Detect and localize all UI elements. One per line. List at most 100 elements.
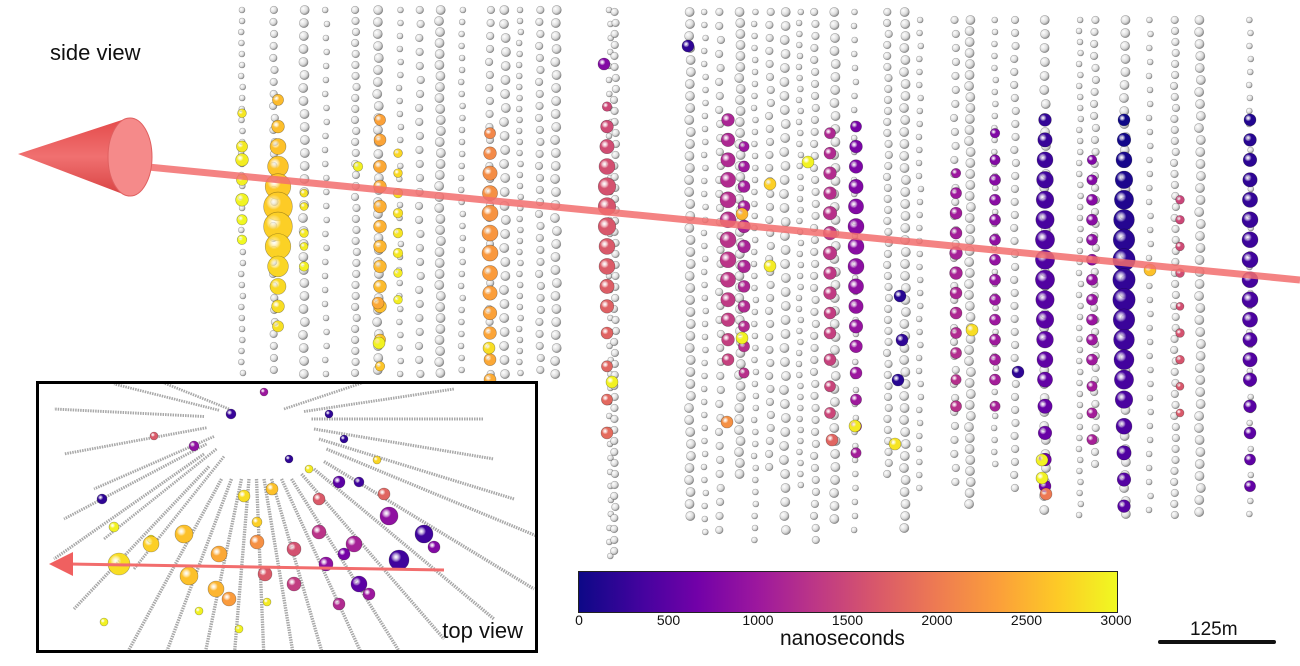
unhit-dom: [1196, 171, 1206, 181]
unhit-dom: [550, 148, 561, 158]
unhit-dom: [735, 359, 746, 369]
unhit-dom: [684, 463, 695, 473]
unhit-dom: [323, 118, 331, 126]
unhit-dom: [765, 163, 774, 173]
unhit-dom: [751, 272, 758, 280]
unhit-dom: [796, 327, 803, 335]
hit-dom: [1086, 213, 1098, 226]
unhit-dom: [951, 29, 960, 39]
unhit-dom: [1090, 27, 1099, 37]
unhit-dom: [238, 226, 245, 234]
unhit-dom: [551, 122, 562, 132]
unhit-dom: [550, 291, 561, 301]
unhit-dom: [611, 326, 621, 336]
unhit-dom: [611, 18, 620, 28]
unhit-dom: [702, 164, 709, 172]
unhit-dom: [811, 487, 821, 497]
unhit-dom: [1195, 183, 1205, 193]
unhit-dom: [239, 292, 247, 300]
hit-dom: [481, 204, 499, 222]
unhit-dom: [550, 57, 561, 67]
hit-dom: [1114, 170, 1134, 189]
unhit-dom: [701, 177, 708, 185]
unhit-dom: [685, 199, 696, 209]
hit-dom: [373, 259, 387, 274]
unhit-dom: [610, 414, 619, 424]
unhit-dom: [685, 235, 696, 245]
unhit-dom: [797, 239, 805, 247]
unhit-dom: [701, 21, 708, 29]
unhit-dom: [1040, 29, 1050, 39]
unhit-dom: [300, 317, 310, 327]
unhit-dom: [765, 20, 774, 30]
unhit-dom: [779, 147, 790, 157]
unhit-dom: [535, 317, 544, 327]
unhit-dom: [884, 227, 893, 237]
unhit-dom: [1011, 405, 1020, 415]
hit-dom: [393, 168, 403, 178]
unhit-dom: [517, 314, 525, 322]
unhit-dom: [797, 206, 804, 214]
unhit-dom: [883, 249, 893, 259]
hit-dom: [989, 373, 1001, 386]
hit-dom: [737, 180, 751, 193]
unhit-dom: [270, 65, 279, 75]
unhit-dom: [1194, 423, 1204, 433]
colorbar: [578, 571, 1118, 613]
unhit-dom: [351, 104, 360, 114]
hit-dom: [850, 447, 862, 459]
unhit-dom: [352, 269, 361, 279]
unhit-dom: [517, 193, 525, 201]
unhit-dom: [610, 29, 619, 39]
unhit-dom: [797, 470, 804, 478]
unhit-dom: [715, 105, 724, 115]
hit-dom: [371, 296, 385, 310]
unhit-dom: [237, 28, 245, 36]
unhit-dom: [1194, 435, 1205, 445]
unhit-dom: [1120, 28, 1131, 38]
unhit-dom: [883, 414, 892, 424]
unhit-dom: [300, 135, 310, 145]
unhit-dom: [1076, 137, 1084, 145]
unhit-dom: [951, 197, 960, 207]
hit-dom: [738, 367, 750, 379]
unhit-dom: [702, 86, 709, 94]
unhit-dom: [1146, 100, 1154, 108]
unhit-dom: [499, 313, 510, 323]
unhit-dom: [551, 343, 562, 353]
unhit-dom: [269, 53, 278, 63]
hit-dom: [1036, 330, 1054, 349]
unhit-dom: [851, 36, 858, 44]
unhit-dom: [781, 371, 791, 381]
unhit-dom: [1170, 15, 1179, 25]
unhit-dom: [851, 358, 859, 366]
hit-dom: [1086, 273, 1098, 286]
unhit-dom: [964, 345, 975, 355]
unhit-dom: [795, 118, 803, 126]
unhit-dom: [322, 76, 330, 84]
unhit-dom: [1195, 135, 1206, 145]
unhit-dom: [323, 174, 330, 182]
hit-dom: [269, 138, 287, 155]
hit-dom: [1086, 407, 1098, 419]
unhit-dom: [298, 330, 308, 340]
unhit-dom: [715, 399, 724, 409]
unhit-dom: [951, 43, 961, 53]
top-view-hit: [284, 454, 294, 464]
unhit-dom: [736, 392, 746, 402]
unhit-dom: [1247, 146, 1254, 154]
unhit-dom: [950, 127, 960, 137]
unhit-dom: [459, 258, 467, 266]
hit-dom: [989, 353, 1001, 366]
unhit-dom: [1170, 345, 1179, 355]
unhit-dom: [964, 81, 975, 91]
unhit-dom: [350, 368, 360, 378]
unhit-dom: [685, 91, 695, 101]
unhit-dom: [765, 202, 775, 212]
unhit-dom: [899, 355, 910, 365]
unhit-dom: [1194, 27, 1205, 37]
unhit-dom: [884, 150, 893, 160]
hit-dom: [1035, 310, 1055, 329]
unhit-dom: [396, 201, 404, 209]
